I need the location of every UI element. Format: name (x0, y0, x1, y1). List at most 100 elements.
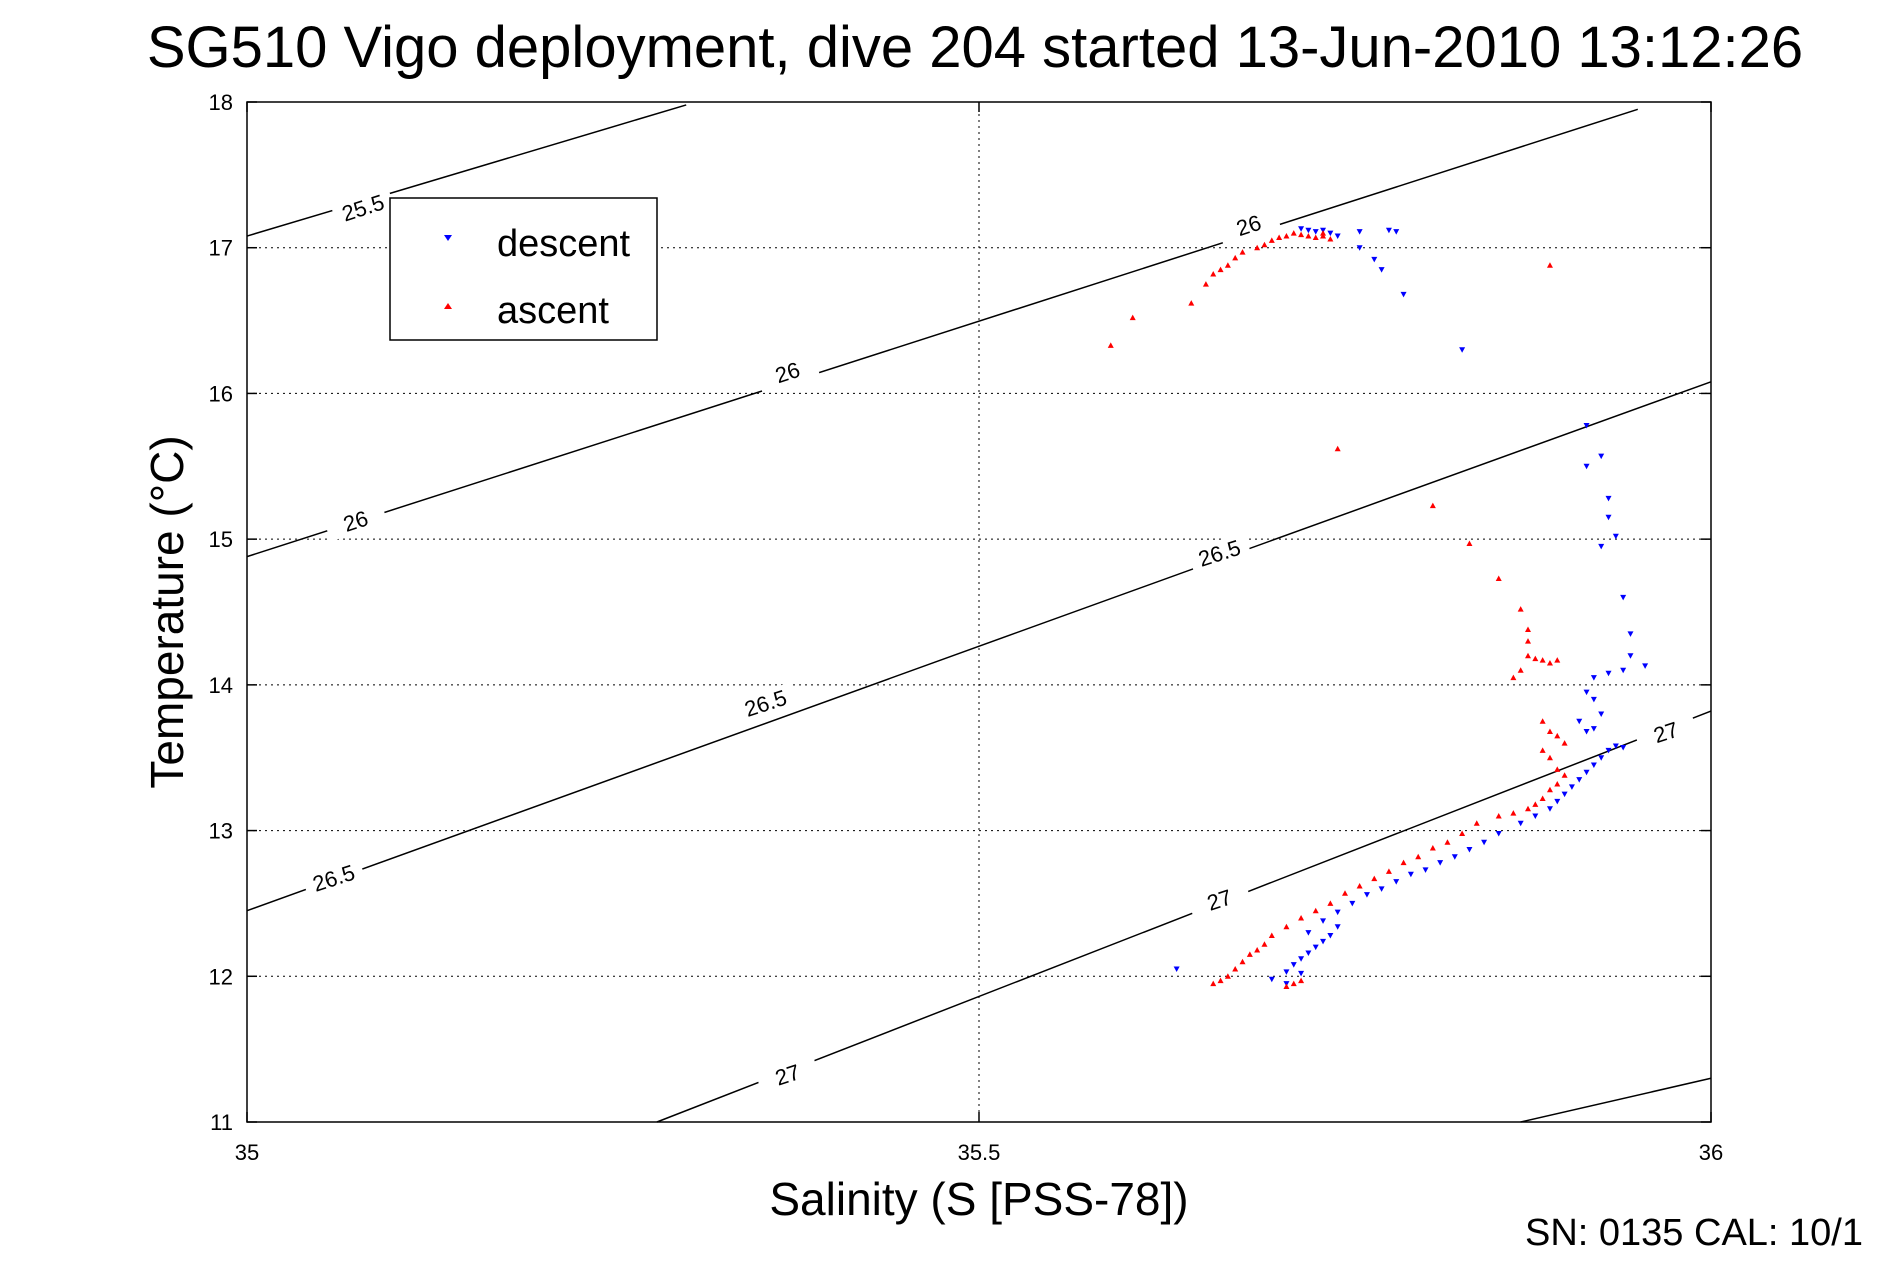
descent-point (1334, 233, 1341, 240)
contour-label-bg (1633, 711, 1699, 753)
descent-point (1568, 784, 1575, 790)
descent-point (1283, 969, 1290, 975)
descent-point (1583, 463, 1590, 470)
grid-lines (247, 102, 1711, 1122)
descent-point (1422, 867, 1429, 873)
ascent-point (1305, 233, 1312, 239)
descent-point (1517, 820, 1524, 827)
ascent-point (1217, 977, 1224, 984)
descent-point (1400, 291, 1407, 298)
y-tick-label: 17 (209, 236, 233, 261)
ascent-point (1327, 900, 1334, 906)
descent-point (1495, 830, 1502, 837)
y-tick-label: 11 (210, 1110, 233, 1135)
x-tick-label: 35 (235, 1140, 259, 1165)
ascent-point (1232, 254, 1239, 261)
descent-point (1268, 976, 1275, 983)
ascent-point (1473, 820, 1480, 826)
ascent-point (1554, 732, 1561, 739)
descent-point (1546, 806, 1553, 812)
ascent-point (1546, 660, 1553, 666)
ascent-point (1254, 947, 1261, 953)
data-points (1107, 226, 1649, 989)
ascent-point (1290, 980, 1297, 987)
descent-point (1620, 745, 1627, 751)
ascent-point (1210, 980, 1217, 987)
ascent-point (1246, 951, 1253, 957)
ascent-point (1400, 859, 1407, 866)
ascent-point (1546, 262, 1553, 268)
x-axis-ticks: 35 35.5 36 (235, 102, 1723, 1165)
y-tick-label: 18 (209, 90, 233, 115)
descent-point (1298, 970, 1305, 977)
legend-ascent-label: ascent (497, 290, 609, 332)
ascent-point (1532, 655, 1539, 662)
descent-point (1627, 631, 1634, 637)
ascent-point (1539, 747, 1546, 753)
ascent-point (1525, 626, 1531, 632)
x-axis-label: Salinity (S [PSS-78]) (769, 1173, 1188, 1225)
ascent-point (1312, 907, 1319, 914)
ascent-point (1334, 445, 1341, 452)
descent-point (1583, 728, 1590, 735)
ascent-point (1539, 718, 1546, 724)
ascent-point (1202, 281, 1209, 287)
ascent-point (1466, 540, 1473, 547)
ascent-point (1546, 728, 1553, 734)
descent-point (1481, 839, 1488, 846)
descent-point (1327, 932, 1334, 939)
descent-point (1356, 229, 1363, 235)
descent-point (1576, 718, 1583, 725)
ascent-point (1239, 958, 1246, 965)
contour-line (656, 710, 1712, 1123)
descent-point (1590, 726, 1597, 732)
ascent-point (1510, 810, 1517, 816)
ascent-point (1415, 853, 1422, 860)
y-tick-label: 12 (209, 964, 233, 989)
ascent-point (1276, 234, 1283, 241)
ascent-point (1210, 270, 1217, 277)
contour-label-bg (755, 1053, 820, 1096)
ascent-point (1510, 674, 1517, 681)
ascent-point (1298, 977, 1305, 984)
descent-point (1598, 711, 1605, 717)
ascent-point (1546, 786, 1553, 793)
ascent-point (1261, 241, 1268, 248)
descent-point (1320, 918, 1327, 924)
descent-point (1576, 777, 1583, 783)
ascent-point (1254, 244, 1261, 251)
ascent-point (1554, 780, 1561, 787)
legend-descent-marker (444, 235, 452, 241)
ascent-point (1356, 882, 1363, 889)
descent-point (1598, 543, 1605, 550)
ascent-point (1561, 772, 1568, 778)
x-tick-label: 35.5 (958, 1140, 1001, 1165)
descent-point (1378, 267, 1385, 273)
ascent-point (1517, 667, 1524, 673)
descent-point (1605, 495, 1612, 502)
descent-point (1598, 755, 1605, 761)
contour-label-bg (330, 186, 396, 229)
descent-point (1590, 675, 1597, 681)
descent-point (1312, 944, 1319, 951)
descent-point (1620, 594, 1627, 601)
descent-point (1298, 956, 1305, 962)
descent-point (1290, 962, 1297, 968)
descent-point (1173, 966, 1180, 972)
descent-point (1605, 514, 1612, 521)
ascent-point (1459, 830, 1466, 836)
ascent-point (1342, 890, 1348, 896)
ascent-point (1495, 813, 1502, 819)
ascent-point (1107, 342, 1114, 348)
descent-point (1459, 347, 1466, 353)
ascent-point (1532, 801, 1539, 807)
ascent-point (1232, 966, 1239, 972)
descent-point (1305, 930, 1312, 936)
descent-point (1583, 769, 1590, 776)
descent-point (1320, 938, 1327, 945)
contour-line (246, 104, 687, 237)
contour-line (246, 381, 1712, 912)
descent-point (1612, 743, 1619, 750)
